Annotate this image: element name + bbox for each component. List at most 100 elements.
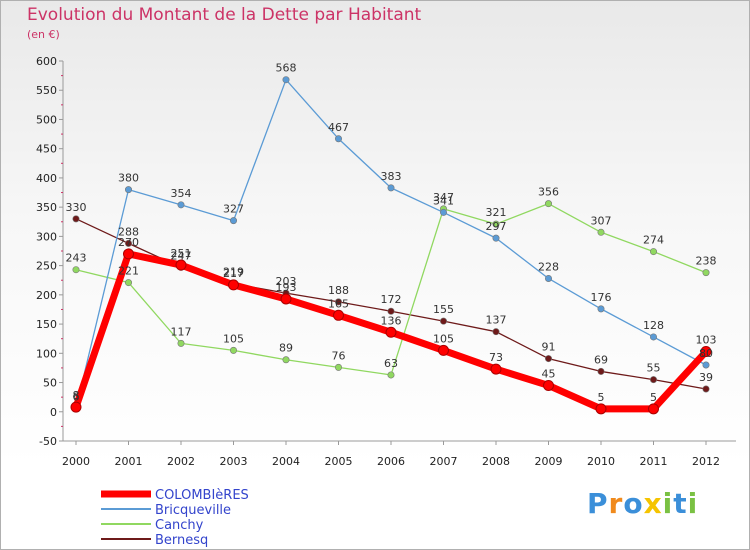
data-point bbox=[125, 239, 133, 247]
data-label: 188 bbox=[328, 284, 349, 297]
data-label: 80 bbox=[699, 347, 713, 360]
data-label: 219 bbox=[223, 266, 244, 279]
y-tick-label: 250 bbox=[36, 260, 57, 273]
data-point bbox=[595, 403, 607, 415]
data-point bbox=[702, 385, 710, 393]
data-label: 45 bbox=[542, 367, 556, 380]
data-point bbox=[72, 215, 80, 223]
data-label: 380 bbox=[118, 172, 139, 185]
logo-letter: i bbox=[687, 487, 699, 520]
data-point bbox=[72, 266, 80, 274]
data-point bbox=[700, 346, 712, 358]
data-label: 288 bbox=[118, 225, 139, 238]
data-point bbox=[597, 228, 605, 236]
proxiti-logo: Proxiti bbox=[587, 487, 698, 520]
data-label: 128 bbox=[643, 319, 664, 332]
legend-label: Bricqueville bbox=[155, 503, 231, 518]
data-label: 105 bbox=[433, 332, 454, 345]
data-label: 221 bbox=[118, 265, 139, 278]
data-point bbox=[543, 379, 554, 391]
series-line-canchy bbox=[75, 202, 707, 376]
data-point bbox=[439, 208, 447, 216]
data-point bbox=[492, 220, 500, 228]
data-label: 297 bbox=[486, 220, 507, 233]
y-tick-label: 0 bbox=[50, 406, 57, 419]
chart-subtitle: (en €) bbox=[27, 28, 60, 41]
y-tick-label: 300 bbox=[36, 230, 57, 243]
y-tick-label: 200 bbox=[36, 289, 57, 302]
data-point bbox=[282, 76, 290, 84]
data-point bbox=[597, 305, 605, 313]
data-label: 89 bbox=[279, 342, 293, 355]
data-label: 247 bbox=[171, 249, 192, 262]
data-point bbox=[333, 309, 344, 321]
logo-letter: t bbox=[673, 487, 688, 520]
data-point bbox=[544, 274, 552, 282]
data-point bbox=[282, 356, 290, 364]
data-label: 193 bbox=[276, 281, 297, 294]
x-tick-label: 2007 bbox=[430, 455, 458, 468]
data-point bbox=[648, 403, 659, 415]
data-label: 69 bbox=[594, 353, 608, 366]
data-label: 137 bbox=[486, 314, 507, 327]
data-label: 217 bbox=[223, 267, 244, 280]
y-tick-label: 500 bbox=[36, 113, 57, 126]
data-point bbox=[175, 259, 187, 271]
legend-label: Canchy bbox=[155, 518, 204, 533]
data-label: 356 bbox=[538, 186, 559, 199]
data-point bbox=[123, 248, 134, 260]
data-point bbox=[438, 344, 449, 356]
data-point bbox=[334, 298, 342, 306]
data-label: 91 bbox=[542, 341, 556, 354]
data-point bbox=[387, 184, 395, 192]
data-label: 354 bbox=[171, 187, 192, 200]
data-point bbox=[230, 217, 238, 225]
x-tick-label: 2002 bbox=[167, 455, 195, 468]
x-tick-label: 2003 bbox=[220, 455, 248, 468]
data-label: 228 bbox=[538, 260, 559, 273]
data-label: 8 bbox=[73, 389, 80, 402]
data-label: 330 bbox=[66, 201, 87, 214]
data-point bbox=[280, 293, 292, 305]
data-point bbox=[702, 269, 710, 277]
data-label: 251 bbox=[171, 247, 192, 260]
data-point bbox=[387, 307, 395, 315]
x-tick-label: 2009 bbox=[535, 455, 563, 468]
data-point bbox=[492, 234, 500, 242]
y-tick-label: 600 bbox=[36, 55, 57, 68]
data-label: 203 bbox=[276, 275, 297, 288]
logo-letter: i bbox=[662, 487, 674, 520]
x-tick-label: 2011 bbox=[640, 455, 668, 468]
x-tick-label: 2004 bbox=[272, 455, 300, 468]
data-point bbox=[230, 346, 238, 354]
data-point bbox=[649, 376, 657, 384]
logo-letter: r bbox=[608, 487, 624, 520]
data-label: 274 bbox=[643, 234, 664, 247]
data-point bbox=[177, 201, 185, 209]
data-label: 347 bbox=[433, 191, 454, 204]
chart-title: Evolution du Montant de la Dette par Hab… bbox=[27, 5, 422, 25]
data-label: 5 bbox=[598, 391, 605, 404]
data-label: 238 bbox=[696, 255, 717, 268]
y-tick-label: -50 bbox=[39, 435, 57, 448]
data-label: 307 bbox=[591, 214, 612, 227]
logo-letter: x bbox=[643, 487, 663, 520]
data-point bbox=[597, 367, 605, 375]
x-tick-label: 2008 bbox=[482, 455, 510, 468]
data-point bbox=[649, 248, 657, 256]
data-point bbox=[125, 279, 133, 287]
data-point bbox=[544, 200, 552, 208]
data-label: 165 bbox=[328, 297, 349, 310]
y-tick-label: 150 bbox=[36, 318, 57, 331]
data-point bbox=[490, 363, 502, 375]
data-point bbox=[177, 339, 185, 347]
data-point bbox=[334, 363, 342, 371]
data-point bbox=[439, 317, 447, 325]
x-tick-label: 2010 bbox=[587, 455, 615, 468]
data-label: 341 bbox=[433, 194, 454, 207]
data-label: 76 bbox=[332, 349, 346, 362]
data-label: 39 bbox=[699, 371, 713, 384]
y-tick-label: 450 bbox=[36, 143, 57, 156]
